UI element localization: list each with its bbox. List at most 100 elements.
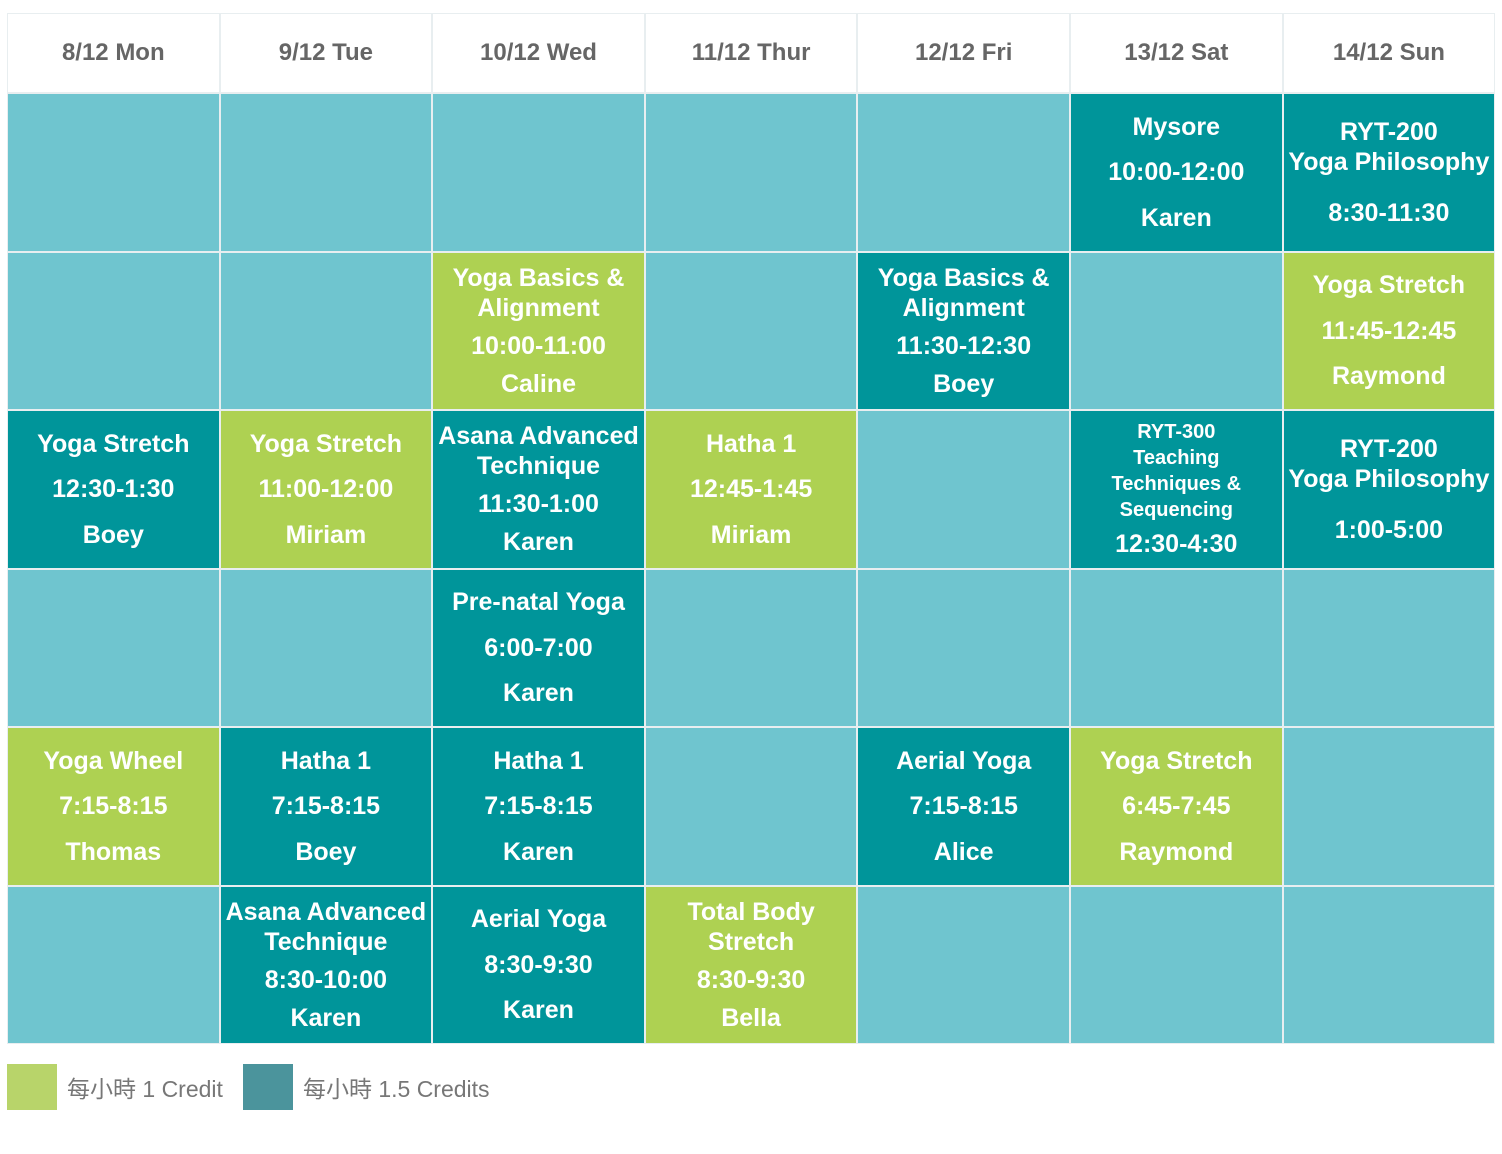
class-title: RYT-200 Yoga Philosophy — [1288, 117, 1490, 176]
class-slot[interactable]: Total Body Stretch 8:30-9:30 Bella — [644, 885, 858, 1044]
class-time: 7:15-8:15 — [909, 792, 1018, 821]
empty-slot — [1070, 568, 1283, 727]
empty-slot — [432, 93, 645, 252]
empty-slot — [219, 568, 433, 727]
empty-slot — [644, 251, 858, 410]
class-time: 10:00-12:00 — [1108, 158, 1245, 187]
day-header: 8/12 Mon — [7, 13, 220, 93]
class-teacher: Caline — [500, 369, 576, 398]
class-slot[interactable]: Yoga Stretch 6:45-7:45 Raymond — [1070, 727, 1283, 886]
class-title: Mysore — [1132, 112, 1221, 141]
class-teacher: Raymond — [1331, 362, 1446, 391]
class-time: 12:30-1:30 — [52, 475, 175, 504]
class-time: 10:00-11:00 — [471, 331, 606, 360]
class-teacher: Boey — [933, 369, 995, 398]
class-title: RYT-300 Teaching Techniques & Sequencing — [1111, 421, 1242, 522]
class-title: Yoga Stretch — [37, 429, 190, 458]
empty-slot — [857, 410, 1070, 569]
class-title: Yoga Basics & Alignment — [452, 263, 625, 322]
legend-label: 每小時 1.5 Credits — [302, 1076, 490, 1102]
empty-slot — [1070, 885, 1283, 1044]
empty-slot — [857, 885, 1070, 1044]
empty-slot — [644, 727, 858, 886]
class-time: 11:00-12:00 — [258, 475, 394, 504]
class-time: 12:30-4:30 — [1115, 530, 1238, 559]
class-time: 1:00-5:00 — [1334, 515, 1444, 544]
timetable: 8/12 Mon 9/12 Tue 10/12 Wed 11/12 Thur 12/12… — [7, 13, 1496, 1044]
class-teacher: Miriam — [285, 520, 367, 549]
class-time: 11:30-1:00 — [478, 490, 599, 519]
day-header: 11/12 Thur — [644, 13, 858, 93]
empty-slot — [1282, 727, 1496, 886]
empty-slot — [1282, 568, 1496, 727]
class-slot[interactable]: Aerial Yoga 8:30-9:30 Karen — [432, 885, 645, 1044]
class-slot[interactable]: Yoga Basics & Alignment 11:30-12:30 Boey — [857, 251, 1070, 410]
empty-slot — [857, 93, 1070, 252]
class-slot[interactable]: Hatha 1 12:45-1:45 Miriam — [644, 410, 858, 569]
class-slot[interactable]: Asana Advanced Technique 11:30-1:00 Karen — [432, 410, 645, 569]
empty-slot — [857, 568, 1070, 727]
class-time: 6:00-7:00 — [484, 633, 593, 662]
class-teacher: Miriam — [710, 520, 792, 549]
day-header: 10/12 Wed — [432, 13, 645, 93]
class-slot[interactable]: Yoga Stretch 11:00-12:00 Miriam — [219, 410, 433, 569]
legend-swatch — [242, 1064, 293, 1110]
empty-slot — [7, 251, 220, 410]
class-title: Hatha 1 — [280, 746, 372, 775]
class-teacher: Karen — [503, 837, 574, 866]
class-slot[interactable]: RYT-300 Teaching Techniques & Sequencing… — [1070, 410, 1283, 569]
class-title: Asana Advanced Technique — [225, 897, 427, 956]
class-time: 7:15-8:15 — [59, 792, 168, 821]
class-slot[interactable]: Hatha 1 7:15-8:15 Boey — [219, 727, 433, 886]
class-slot[interactable]: Aerial Yoga 7:15-8:15 Alice — [857, 727, 1070, 886]
class-time: 11:30-12:30 — [896, 331, 1032, 360]
class-title: Pre-natal Yoga — [452, 588, 625, 617]
class-slot[interactable]: Yoga Basics & Alignment 10:00-11:00 Caline — [432, 251, 645, 410]
class-slot[interactable]: RYT-200 Yoga Philosophy 8:30-11:30 — [1282, 93, 1496, 252]
class-title: Total Body Stretch — [687, 897, 815, 956]
class-title: Yoga Basics & Alignment — [877, 263, 1050, 322]
class-time: 8:30-11:30 — [1328, 198, 1450, 227]
class-title: RYT-200 Yoga Philosophy — [1288, 434, 1490, 493]
class-teacher: Karen — [503, 679, 574, 708]
day-header: 9/12 Tue — [219, 13, 433, 93]
class-title: Hatha 1 — [705, 429, 797, 458]
class-teacher: Thomas — [65, 837, 162, 866]
empty-slot — [1282, 885, 1496, 1044]
class-title: Asana Advanced Technique — [438, 422, 639, 481]
empty-slot — [1070, 251, 1283, 410]
class-title: Aerial Yoga — [470, 905, 607, 934]
legend-label: 每小時 1 Credit — [67, 1076, 223, 1102]
class-title: Yoga Stretch — [249, 429, 403, 458]
day-header: 12/12 Fri — [857, 13, 1070, 93]
class-slot[interactable]: Yoga Stretch 12:30-1:30 Boey — [7, 410, 220, 569]
class-teacher: Alice — [933, 837, 994, 866]
class-time: 8:30-9:30 — [696, 965, 806, 994]
empty-slot — [644, 568, 858, 727]
class-time: 8:30-9:30 — [484, 950, 593, 979]
legend-swatch — [7, 1064, 57, 1110]
day-header: 14/12 Sun — [1282, 13, 1496, 93]
class-slot[interactable]: Yoga Stretch 11:45-12:45 Raymond — [1282, 251, 1496, 410]
class-time: 7:15-8:15 — [484, 792, 593, 821]
class-title: Yoga Wheel — [43, 746, 184, 775]
class-slot[interactable]: Mysore 10:00-12:00 Karen — [1070, 93, 1283, 252]
class-slot[interactable]: Yoga Wheel 7:15-8:15 Thomas — [7, 727, 220, 886]
class-slot[interactable]: Hatha 1 7:15-8:15 Karen — [432, 727, 645, 886]
class-teacher: Bella — [721, 1003, 781, 1032]
class-slot[interactable]: RYT-200 Yoga Philosophy 1:00-5:00 — [1282, 410, 1496, 569]
class-slot[interactable]: Pre-natal Yoga 6:00-7:00 Karen — [432, 568, 645, 727]
class-title: Hatha 1 — [493, 746, 584, 775]
empty-slot — [644, 93, 858, 252]
class-teacher: Raymond — [1119, 837, 1234, 866]
empty-slot — [219, 251, 433, 410]
class-slot[interactable]: Asana Advanced Technique 8:30-10:00 Karen — [219, 885, 433, 1044]
class-time: 6:45-7:45 — [1122, 792, 1231, 821]
class-title: Aerial Yoga — [896, 746, 1032, 775]
class-teacher: Karen — [503, 996, 574, 1025]
class-time: 7:15-8:15 — [271, 792, 381, 821]
legend: 每小時 1 Credit 每小時 1.5 Credits — [7, 1064, 510, 1110]
class-teacher: Boey — [295, 837, 357, 866]
day-header: 13/12 Sat — [1070, 13, 1283, 93]
empty-slot — [7, 568, 220, 727]
